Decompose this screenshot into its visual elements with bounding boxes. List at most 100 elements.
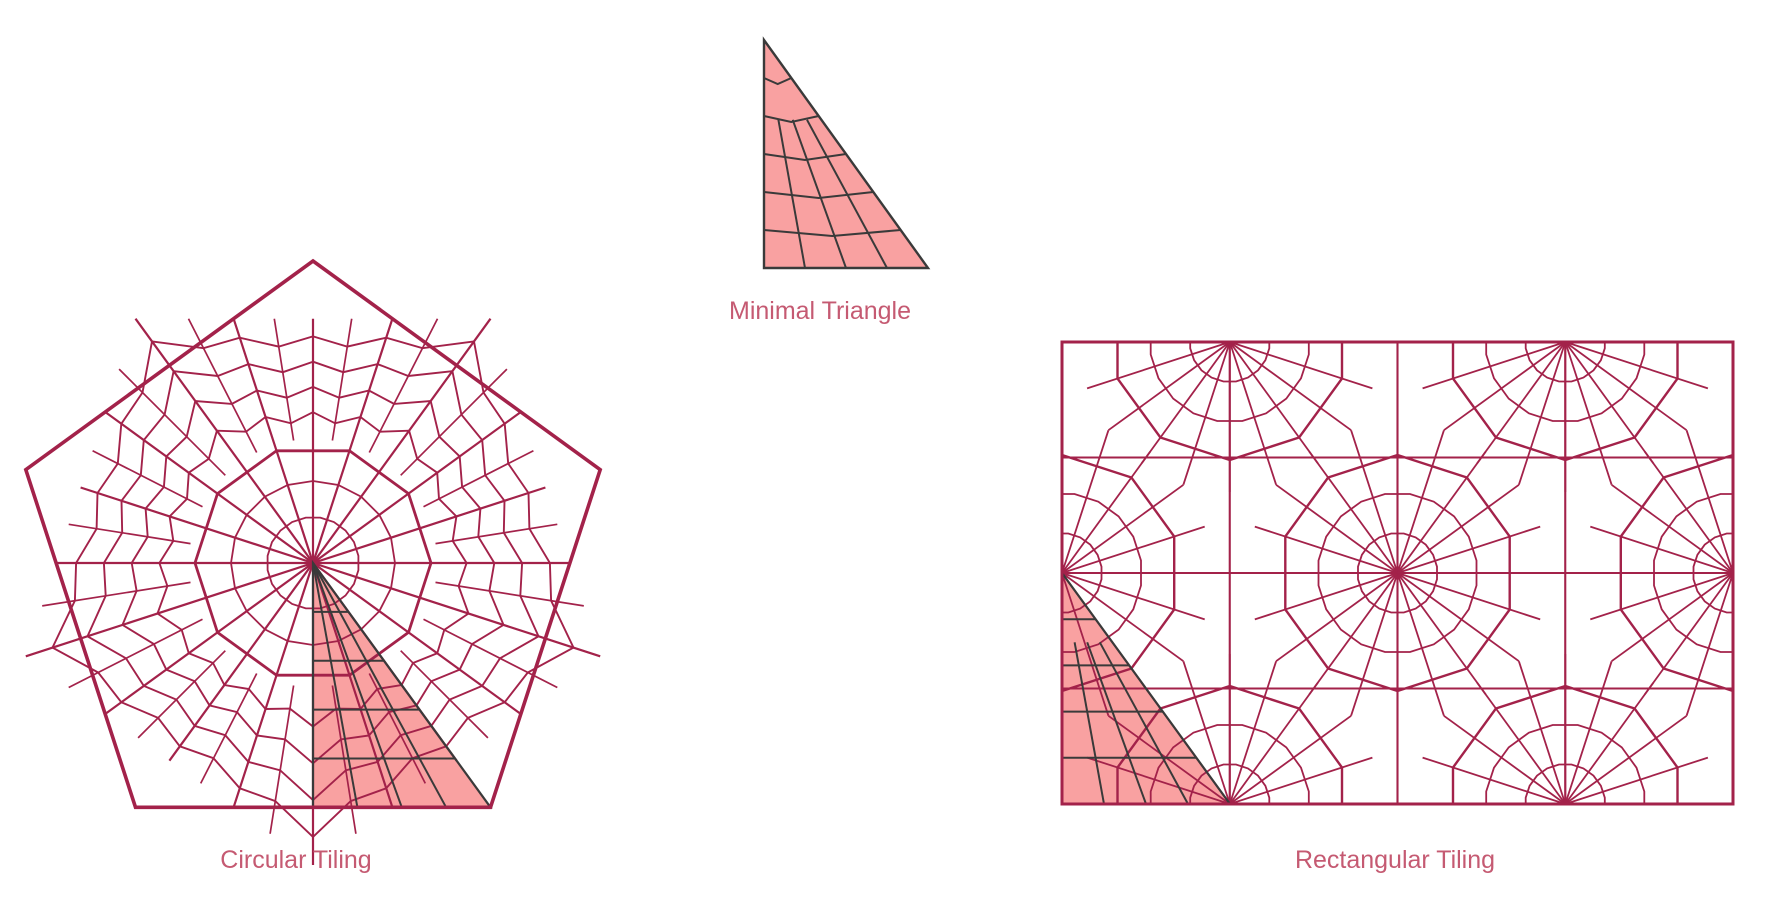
pentagon-spoke <box>25 561 314 658</box>
pentagon-spoke <box>312 562 522 715</box>
minimal-triangle-cross-line <box>763 77 792 86</box>
pentagon-outer-spoke <box>68 523 191 545</box>
pentagon-outer-spoke <box>400 368 508 476</box>
rect-radial-line <box>1182 661 1231 805</box>
rect-triangle-radial-line <box>1073 642 1105 805</box>
rect-radial-line <box>1443 715 1566 805</box>
rect-radial-line <box>1564 341 1688 431</box>
rect-radial-line <box>1518 341 1567 485</box>
circular-tiling-caption: Circular Tiling <box>220 846 372 874</box>
rect-radial-line <box>1275 572 1399 662</box>
rect-radial-line <box>1564 682 1655 805</box>
pentagon-spoke <box>312 561 601 658</box>
pentagon-spoke <box>232 318 315 564</box>
pentagon-outer-spoke <box>118 368 226 476</box>
pentagon-spoke <box>312 486 546 565</box>
rect-radial-line <box>1228 341 1277 485</box>
minimal-triangle-cross-line <box>763 229 901 238</box>
pentagon-outer-spoke <box>269 685 295 834</box>
pentagon-spoke <box>168 562 314 762</box>
rect-radial-line <box>1518 661 1567 805</box>
rect-radial-line <box>1350 430 1399 574</box>
minimal-triangle-radial-line <box>806 119 888 269</box>
rectangular-tiling-grid <box>1060 340 1735 806</box>
rect-radial-line <box>1061 572 1205 621</box>
minimal-triangle <box>762 36 931 270</box>
rect-radial-line <box>1590 525 1734 574</box>
rect-ring <box>1284 453 1511 693</box>
pentagon-spoke <box>311 318 394 564</box>
minimal-triangle-radial-line <box>791 119 847 269</box>
rect-radial-line <box>1396 572 1445 716</box>
pentagon-spoke <box>104 562 314 715</box>
rect-radial-line <box>1061 484 1184 574</box>
pentagon-outer-spoke <box>435 523 558 545</box>
rect-radial-line <box>1061 572 1110 716</box>
rect-radial-line <box>1182 341 1231 485</box>
rect-radial-line <box>1229 341 1373 390</box>
rect-radial-line <box>1685 572 1734 716</box>
rect-radial-line <box>1254 525 1398 574</box>
rect-radial-line <box>1644 572 1734 695</box>
rect-radial-line <box>1061 525 1205 574</box>
rect-radial-line <box>1397 525 1541 574</box>
rect-radial-line <box>1644 451 1734 574</box>
rect-triangle-radial-line <box>1086 641 1147 805</box>
rect-radial-line <box>1611 572 1734 662</box>
pentagon-outer-spoke <box>331 318 353 441</box>
rect-radial-line <box>1107 715 1231 805</box>
rect-radial-line <box>1086 341 1231 390</box>
rectangular-tiling-caption: Rectangular Tiling <box>1294 846 1496 874</box>
rect-ring <box>1317 493 1478 653</box>
rect-radial-line <box>1565 341 1709 390</box>
sector-radial-line <box>312 562 447 808</box>
rect-radial-line <box>1611 484 1734 574</box>
pentagon-spoke <box>312 411 522 564</box>
pentagon-outer-ring <box>51 335 575 839</box>
sector-radial-line <box>312 562 359 808</box>
rect-radial-line <box>1061 572 1184 662</box>
pentagon-spoke <box>80 486 314 565</box>
rect-radial-line <box>1308 451 1399 574</box>
pentagon-outer-spoke <box>137 650 226 739</box>
rect-radial-line <box>1396 484 1520 574</box>
pentagon-outer-spoke <box>199 673 258 784</box>
sector-radial-line <box>312 562 403 808</box>
rect-radial-line <box>1564 715 1688 805</box>
rect-radial-line <box>1476 341 1567 464</box>
rect-radial-line <box>1275 484 1399 574</box>
rect-radial-line <box>1396 572 1520 662</box>
rect-triangle-radial-line <box>1098 641 1189 805</box>
minimal-triangle-outline <box>762 36 931 270</box>
rect-radial-line <box>1564 341 1655 464</box>
minimal-triangle-caption: Minimal Triangle <box>728 297 912 325</box>
circular-tiling-pentagon <box>23 258 603 865</box>
pentagon-spoke <box>312 318 492 564</box>
rect-outline <box>1060 340 1735 806</box>
rect-radial-line <box>1396 572 1487 695</box>
rect-radial-line <box>1396 451 1487 574</box>
rect-radial-line <box>1061 451 1151 574</box>
rect-radial-line <box>1086 756 1231 805</box>
rect-radial-line <box>1590 572 1734 621</box>
pentagon-outer-spoke <box>400 650 489 739</box>
pentagon-outer-spoke <box>368 673 427 784</box>
rect-radial-line <box>1229 715 1352 805</box>
minimal-triangle-radial-line <box>777 119 806 269</box>
pentagon-spoke <box>311 562 394 808</box>
minimal-triangle-cross-line <box>763 115 819 124</box>
rect-radial-line <box>1140 341 1231 464</box>
rect-radial-line <box>1565 756 1709 805</box>
rect-ring <box>1357 532 1438 614</box>
rect-radial-line <box>1564 341 1613 485</box>
minimal-triangle-cross-line <box>763 191 874 200</box>
pentagon-outline <box>23 258 603 810</box>
pentagon-decagon-ring <box>193 449 433 677</box>
pentagon-spoke <box>232 562 315 808</box>
rect-radial-line <box>1443 341 1566 431</box>
rect-radial-line <box>1685 430 1734 574</box>
rect-radial-line <box>1229 341 1352 431</box>
pentagon-outer-spoke <box>92 449 203 508</box>
rect-radial-line <box>1422 341 1566 390</box>
